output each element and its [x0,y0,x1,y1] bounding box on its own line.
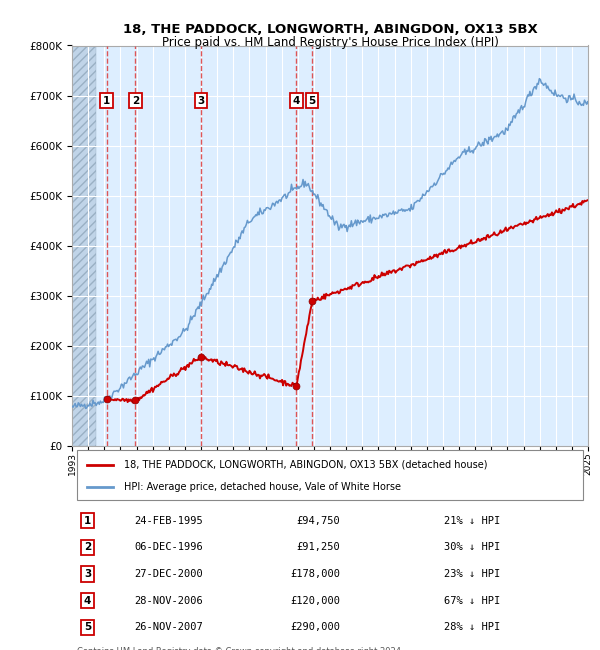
Text: Price paid vs. HM Land Registry's House Price Index (HPI): Price paid vs. HM Land Registry's House … [161,36,499,49]
Text: 24-FEB-1995: 24-FEB-1995 [134,515,203,526]
Text: 23% ↓ HPI: 23% ↓ HPI [443,569,500,579]
Text: 3: 3 [84,569,91,579]
Text: HPI: Average price, detached house, Vale of White Horse: HPI: Average price, detached house, Vale… [124,482,401,492]
Text: £94,750: £94,750 [296,515,340,526]
FancyBboxPatch shape [77,450,583,500]
Text: 27-DEC-2000: 27-DEC-2000 [134,569,203,579]
Text: £91,250: £91,250 [296,542,340,552]
Bar [72,46,96,446]
Text: 2: 2 [132,96,139,106]
Text: 18, THE PADDOCK, LONGWORTH, ABINGDON, OX13 5BX (detached house): 18, THE PADDOCK, LONGWORTH, ABINGDON, OX… [124,460,487,470]
Text: 18, THE PADDOCK, LONGWORTH, ABINGDON, OX13 5BX: 18, THE PADDOCK, LONGWORTH, ABINGDON, OX… [122,23,538,36]
Text: 21% ↓ HPI: 21% ↓ HPI [443,515,500,526]
Text: 28% ↓ HPI: 28% ↓ HPI [443,623,500,632]
Text: £290,000: £290,000 [290,623,340,632]
Text: 30% ↓ HPI: 30% ↓ HPI [443,542,500,552]
Text: 1: 1 [103,96,110,106]
Text: 28-NOV-2006: 28-NOV-2006 [134,596,203,606]
Bar [72,46,96,446]
Text: £120,000: £120,000 [290,596,340,606]
Text: 26-NOV-2007: 26-NOV-2007 [134,623,203,632]
Text: 3: 3 [197,96,205,106]
Text: 67% ↓ HPI: 67% ↓ HPI [443,596,500,606]
Text: 2: 2 [84,542,91,552]
Text: 4: 4 [84,596,91,606]
Text: Contains HM Land Registry data © Crown copyright and database right 2024.: Contains HM Land Registry data © Crown c… [77,647,404,650]
Text: 4: 4 [293,96,300,106]
Text: 5: 5 [308,96,316,106]
Text: £178,000: £178,000 [290,569,340,579]
Text: 1: 1 [84,515,91,526]
Text: 06-DEC-1996: 06-DEC-1996 [134,542,203,552]
Text: 5: 5 [84,623,91,632]
